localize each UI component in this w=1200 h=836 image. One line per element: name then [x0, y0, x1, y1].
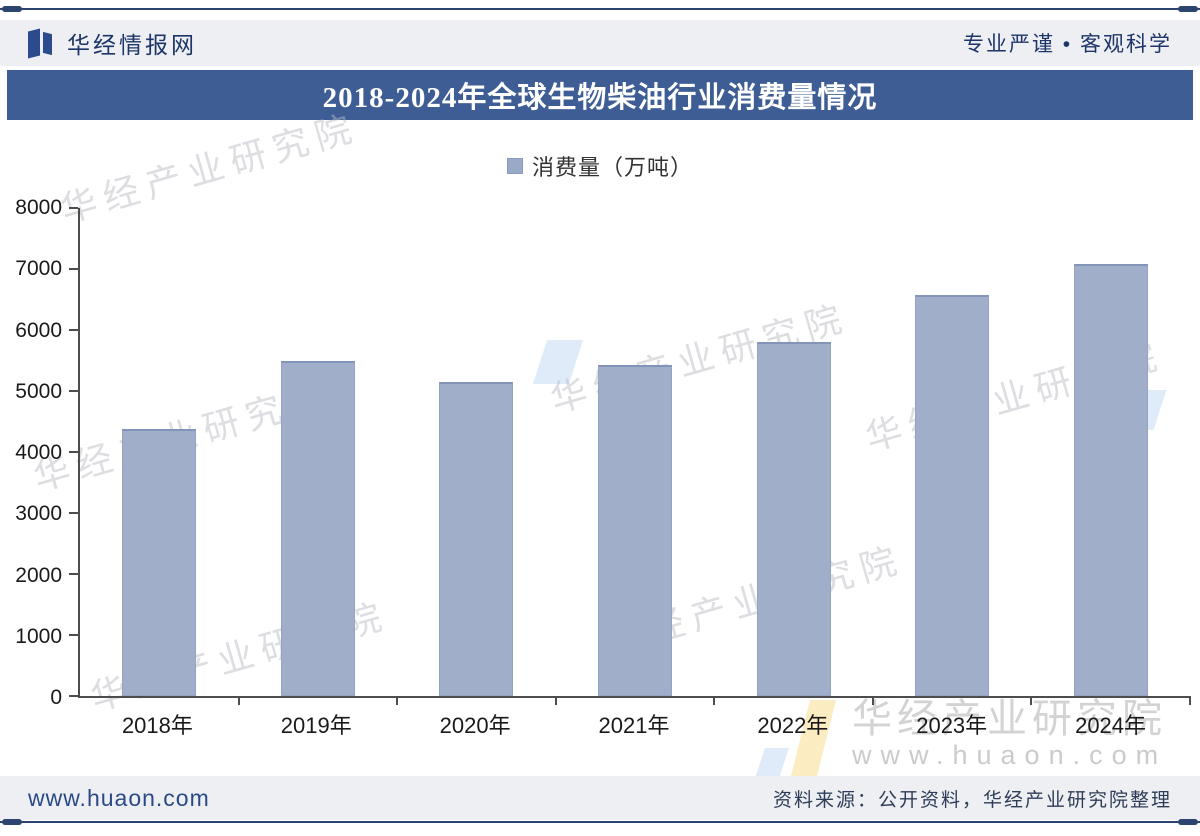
y-tick-mark	[69, 268, 78, 270]
x-category-label: 2024年	[1075, 713, 1147, 738]
bar-2019年	[280, 361, 355, 696]
footer: www.huaon.com 资料来源：公开资料，华经产业研究院整理	[0, 776, 1200, 820]
y-tick-mark	[69, 390, 78, 392]
x-tick-mark	[237, 696, 240, 705]
x-tick-mark	[396, 696, 399, 705]
x-tick-mark	[554, 696, 557, 705]
x-category-label: 2021年	[598, 713, 670, 738]
x-tick-mark	[871, 696, 874, 705]
bottom-rule	[0, 819, 1200, 825]
legend-label: 消费量（万吨）	[531, 155, 693, 180]
y-tick-mark	[69, 451, 78, 453]
site-name: 华经情报网	[67, 32, 197, 58]
bar-2023年	[915, 295, 990, 696]
top-rule	[0, 6, 1200, 12]
y-tick-mark	[69, 573, 78, 575]
bar-2024年	[1073, 263, 1148, 696]
plot-area	[69, 207, 1191, 705]
y-tick-label: 5000	[15, 379, 62, 403]
y-tick-label: 7000	[15, 257, 62, 281]
y-tick-mark	[69, 634, 78, 636]
y-tick-label: 8000	[15, 196, 62, 219]
y-tick-mark	[69, 207, 78, 209]
bar-2018年	[122, 429, 197, 696]
x-tick-mark	[1189, 696, 1191, 705]
y-tick-label: 0	[50, 686, 62, 709]
chart-title: 2018-2024年全球生物柴油行业消费量情况	[322, 82, 878, 114]
logo-left-shape	[28, 28, 40, 58]
bar-2020年	[439, 381, 514, 696]
y-tick-mark	[69, 329, 78, 331]
x-category-label: 2023年	[916, 713, 988, 738]
chart-title-bar: 2018-2024年全球生物柴油行业消费量情况	[7, 70, 1193, 120]
footer-site-url: www.huaon.com	[28, 784, 210, 811]
y-tick-label: 4000	[15, 441, 62, 464]
y-tick-mark	[69, 512, 78, 514]
x-category-label: 2020年	[439, 713, 511, 738]
bar-2022年	[756, 341, 831, 696]
x-category-label: 2019年	[280, 713, 352, 738]
x-tick-mark	[1030, 696, 1033, 705]
x-category-label: 2018年	[121, 713, 193, 738]
y-tick-label: 6000	[15, 318, 62, 342]
x-tick-mark	[713, 696, 716, 705]
y-axis-labels: 0 1000 2000 3000 4000 5000 6000 7000 8000	[0, 196, 66, 709]
legend-marker-icon	[506, 158, 523, 174]
watermark-blue-shape	[755, 748, 789, 778]
x-category-label: 2022年	[757, 713, 829, 738]
chart-legend: 消费量（万吨）	[0, 150, 1200, 182]
y-tick-label: 2000	[15, 563, 62, 587]
huajing-logo-icon	[28, 28, 52, 58]
watermark-corner-url: www.huaon.com	[852, 740, 1168, 770]
header-slogan: 专业严谨 • 客观科学	[962, 33, 1172, 56]
y-tick-label: 1000	[15, 624, 62, 648]
y-tick-mark	[69, 695, 78, 697]
bar-2021年	[598, 364, 672, 696]
logo-right-shape	[43, 31, 52, 55]
footer-source-note: 资料来源：公开资料，华经产业研究院整理	[772, 789, 1172, 811]
y-tick-label: 3000	[15, 502, 62, 526]
x-axis-labels: 2018年 2019年 2020年 2021年 2022年 2023年 2024年	[78, 708, 1190, 740]
header: 华经情报网 专业严谨 • 客观科学	[0, 20, 1200, 66]
